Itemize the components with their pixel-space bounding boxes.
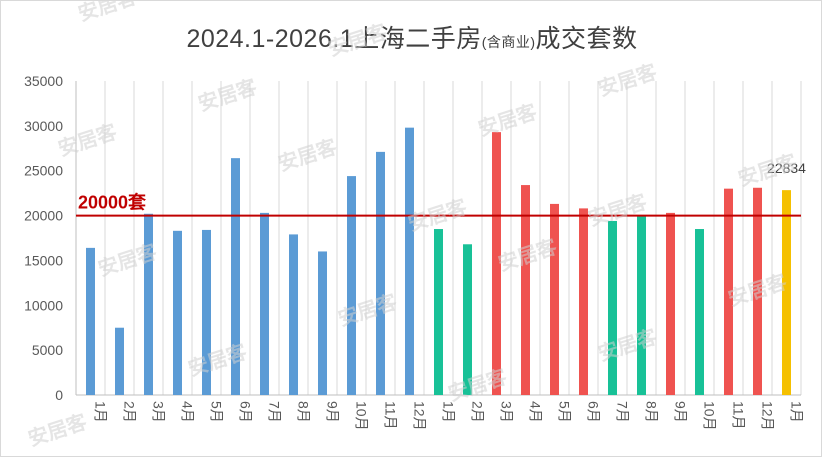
watermark: 安居客 [445,364,510,406]
chart-title-tail: 成交套数 [535,25,638,53]
bar [289,234,298,395]
watermark: 安居客 [475,99,540,141]
bar [144,213,153,395]
bar [695,229,704,395]
bar [202,229,211,395]
watermark: 安居客 [25,409,90,451]
bar [376,151,385,395]
y-tick-label: 10000 [24,297,63,313]
bar [86,247,95,395]
y-tick-label: 20000 [24,208,63,224]
chart-title: 2024.1-2026.1上海二手房(含商业)成交套数 [1,19,822,55]
y-tick-label: 0 [55,387,63,403]
bar [753,187,762,395]
watermark: 安居客 [75,1,140,26]
x-tick-label: 8月 [644,401,660,423]
x-tick-label: 4月 [180,401,196,423]
watermark: 安居客 [595,59,660,101]
bar [521,185,530,395]
bar [782,190,791,395]
x-tick-label: 3月 [499,401,515,423]
bar [318,251,327,395]
x-tick-label: 7月 [615,401,631,423]
x-tick-label: 1月 [93,401,109,423]
chart-title-small: (含商业) [481,34,536,50]
y-tick-label: 25000 [24,163,63,179]
x-tick-label: 6月 [586,401,602,423]
bar [260,212,269,395]
bar [724,188,733,395]
x-tick-label: 10月 [702,401,718,431]
data-label: 22834 [767,160,806,176]
watermark: 安居客 [55,119,120,161]
bar [463,244,472,395]
watermark: 安居客 [595,324,660,366]
watermark: 安居客 [195,74,260,116]
y-tick-label: 15000 [24,252,63,268]
x-tick-label: 7月 [267,401,283,423]
bar [492,132,501,395]
x-tick-label: 6月 [238,401,254,423]
x-tick-label: 3月 [151,401,167,423]
watermark: 安居客 [325,19,390,61]
watermark: 安居客 [335,289,400,331]
x-tick-label: 8月 [296,401,312,423]
x-tick-label: 9月 [325,401,341,423]
y-tick-label: 5000 [32,342,63,358]
x-tick-label: 5月 [557,401,573,423]
x-tick-label: 11月 [731,401,747,430]
x-tick-label: 9月 [673,401,689,423]
bar [231,158,240,395]
y-tick-label: 35000 [24,73,63,89]
x-tick-label: 2月 [122,401,138,423]
bar [173,230,182,395]
watermark: 安居客 [735,149,800,191]
bar [579,208,588,395]
x-tick-label: 12月 [412,401,428,431]
bar [347,176,356,395]
bar [608,220,617,395]
bar [666,212,675,395]
x-tick-label: 5月 [209,401,225,423]
bar [550,203,559,395]
x-tick-label: 4月 [528,401,544,423]
bar [115,327,124,395]
x-tick-label: 1月 [789,401,805,423]
x-tick-label: 11月 [383,401,399,430]
x-tick-label: 1月 [441,401,457,423]
chart-title-main: 2024.1-2026.1上海二手房 [186,25,482,53]
reference-line-label: 20000套 [78,192,146,213]
bar [637,215,646,395]
x-tick-label: 10月 [354,401,370,431]
x-tick-label: 12月 [760,401,776,431]
bar [434,229,443,395]
y-tick-label: 30000 [24,118,63,134]
x-tick-label: 2月 [470,401,486,423]
bar [405,127,414,395]
watermark: 安居客 [185,339,250,381]
